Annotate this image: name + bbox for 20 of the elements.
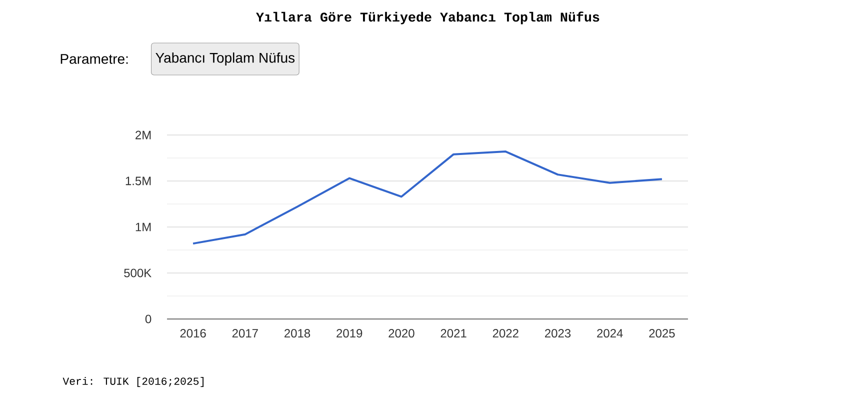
x-tick-label: 2021 (440, 329, 466, 338)
x-tick-label: 2016 (180, 329, 206, 338)
y-tick-label: 1.5M (126, 176, 151, 186)
x-tick-label: 2024 (597, 329, 623, 338)
x-tick-label: 2017 (232, 329, 258, 338)
text: Parametre: (60, 54, 128, 64)
chart-title: Yıllara Göre Türkiyede Yabancı Toplam Nüfus (256, 12, 600, 24)
y-tick-label: 0 (145, 314, 152, 324)
x-tick-label: 2020 (388, 329, 414, 338)
x-tick-label: 2023 (545, 329, 571, 338)
x-tick-label: 2025 (649, 329, 675, 338)
text: Veri: TUIK [2016;2025] (62, 377, 204, 387)
y-tick-label: 500K (124, 268, 152, 278)
x-tick-label: 2019 (336, 329, 362, 338)
text: Yabancı Toplam Nüfus (156, 52, 295, 66)
y-tick-label: 2M (136, 130, 151, 140)
y-tick-label: 1M (136, 222, 151, 232)
x-tick-label: 2022 (492, 329, 518, 338)
x-tick-label: 2018 (284, 329, 310, 338)
line-series (192, 150, 663, 245)
